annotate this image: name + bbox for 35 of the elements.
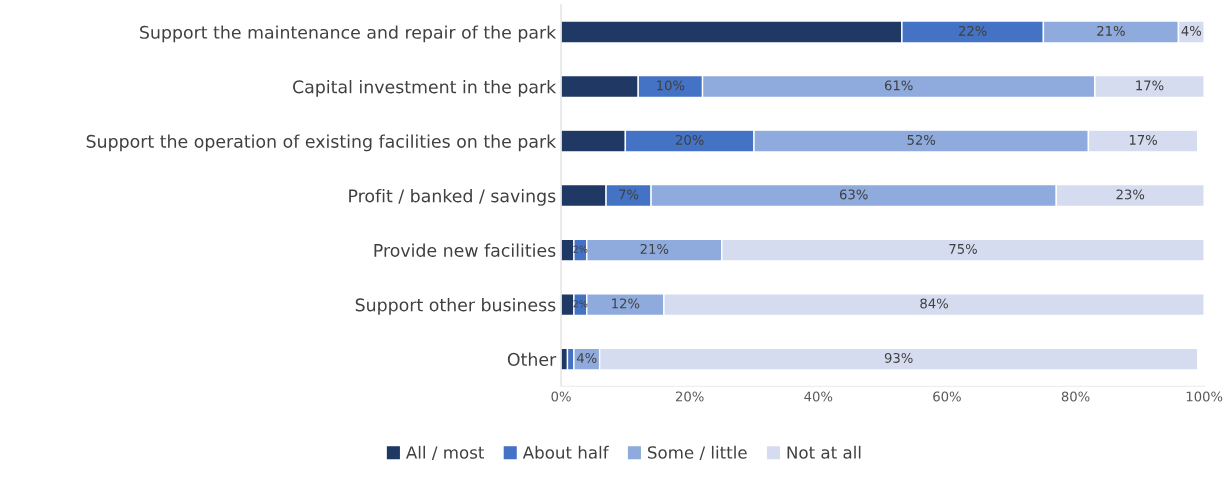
y-tick-label: Provide new facilities [374, 243, 556, 257]
data-label: 63% [839, 189, 868, 200]
legend-label: Some / little [648, 445, 747, 461]
data-label: 93% [884, 352, 913, 363]
y-tick-label: Capital investment in the park [293, 79, 557, 97]
data-label: 17% [1136, 80, 1164, 91]
x-tick-label: 60% [933, 391, 961, 402]
data-label: 21% [1097, 25, 1125, 36]
y-tick-label: Profit / banked / savings [349, 188, 556, 206]
data-label: 75% [949, 243, 977, 254]
data-label: 22% [958, 25, 987, 36]
legend-label: About half [522, 445, 609, 459]
x-tick-label: 80% [1061, 391, 1090, 402]
data-label: 21% [640, 243, 669, 254]
legend-label: All / most [406, 445, 485, 461]
data-label: 23% [1116, 189, 1145, 200]
x-tick-label: 0% [551, 391, 571, 402]
data-label: 7% [619, 189, 639, 200]
data-label: 84% [920, 298, 948, 309]
data-label: 61% [884, 80, 913, 91]
x-tick-label: 20% [675, 391, 704, 402]
legend-label: Not at all [787, 445, 861, 459]
data-label: 4% [1181, 25, 1202, 36]
y-tick-label: Support the maintenance and repair of the park [140, 25, 557, 43]
data-label: 10% [657, 80, 685, 91]
data-label: 12% [612, 298, 640, 309]
x-tick-label: 100% [1186, 391, 1223, 402]
data-label: 20% [675, 134, 704, 145]
data-label: 4% [576, 352, 597, 363]
data-label: 52% [907, 134, 936, 145]
data-label: 17% [1129, 134, 1158, 145]
y-tick-label: Support other business [355, 298, 556, 315]
y-tick-label: Other [507, 352, 557, 366]
x-tick-label: 40% [804, 391, 833, 402]
y-tick-label: Support the operation of existing facilities on the park [86, 134, 557, 152]
